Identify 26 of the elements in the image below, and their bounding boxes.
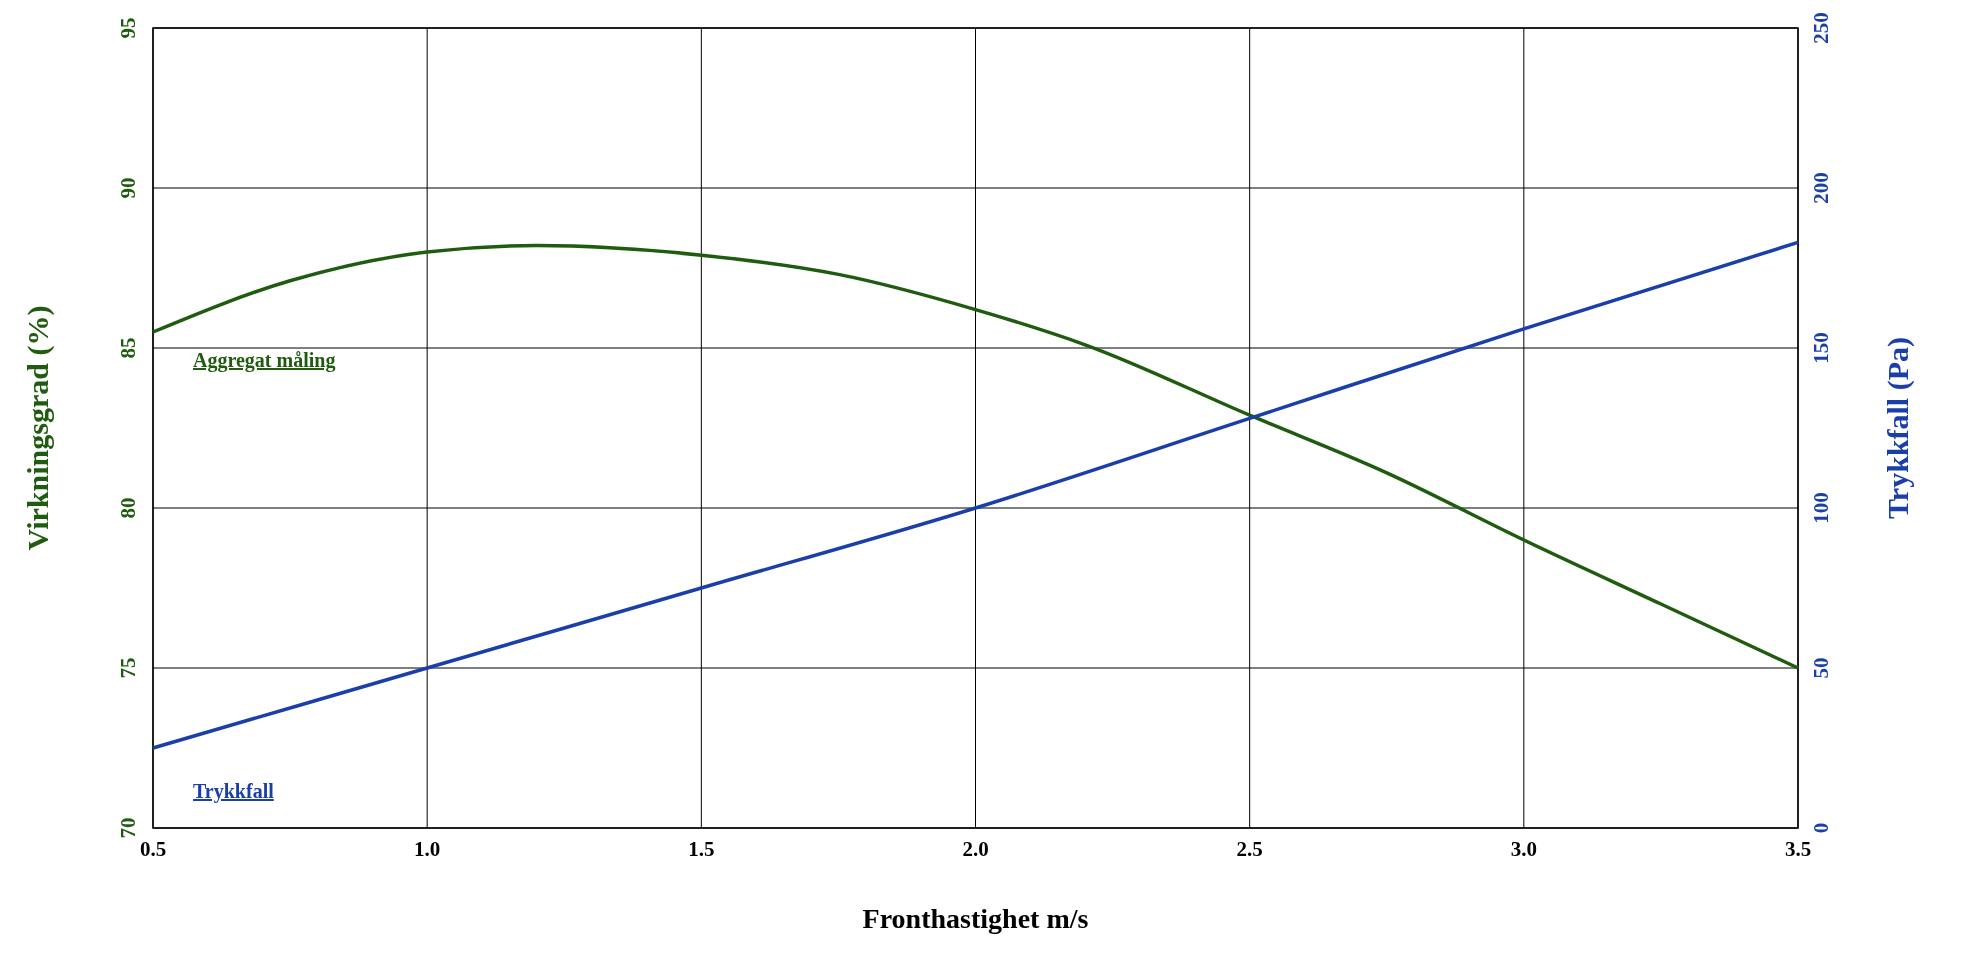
- line-series: [151, 240, 1800, 750]
- x-tick-label: 1.5: [688, 837, 715, 861]
- y-tick-label: 80: [116, 497, 140, 519]
- x-axis-title: Fronthastighet m/s: [862, 903, 1089, 934]
- x-tick-label: 2.0: [962, 837, 989, 861]
- y-tick-label: 95: [116, 17, 140, 39]
- text: Trykkfall: [193, 780, 275, 803]
- x-tick-label: 1.0: [414, 837, 441, 861]
- y2-tick-label: 0: [1809, 822, 1833, 834]
- y-tick-label: 85: [116, 337, 140, 359]
- x-tick-label: 0.5: [139, 837, 167, 861]
- y2-tick-label: 100: [1809, 492, 1833, 524]
- x-tick-label: 2.5: [1236, 837, 1263, 861]
- y-axis-title: Virkningsgrad (%): [21, 305, 55, 551]
- line-series: [151, 243, 1800, 670]
- y-tick-label: 70: [116, 817, 140, 839]
- y-tick-label: 75: [116, 657, 140, 679]
- y2-tick-label: 250: [1809, 12, 1833, 44]
- y2-axis-title: Trykkfall (Pa): [1881, 337, 1915, 519]
- y2-tick-label: 200: [1809, 172, 1833, 204]
- x-tick-label: 3.5: [1784, 837, 1812, 861]
- y2-tick-label: 150: [1809, 332, 1833, 364]
- y-tick-label: 90: [116, 177, 140, 199]
- y2-tick-label: 50: [1809, 657, 1833, 679]
- x-tick-label: 3.0: [1510, 837, 1537, 861]
- series-label: Aggregat måling: [193, 349, 336, 372]
